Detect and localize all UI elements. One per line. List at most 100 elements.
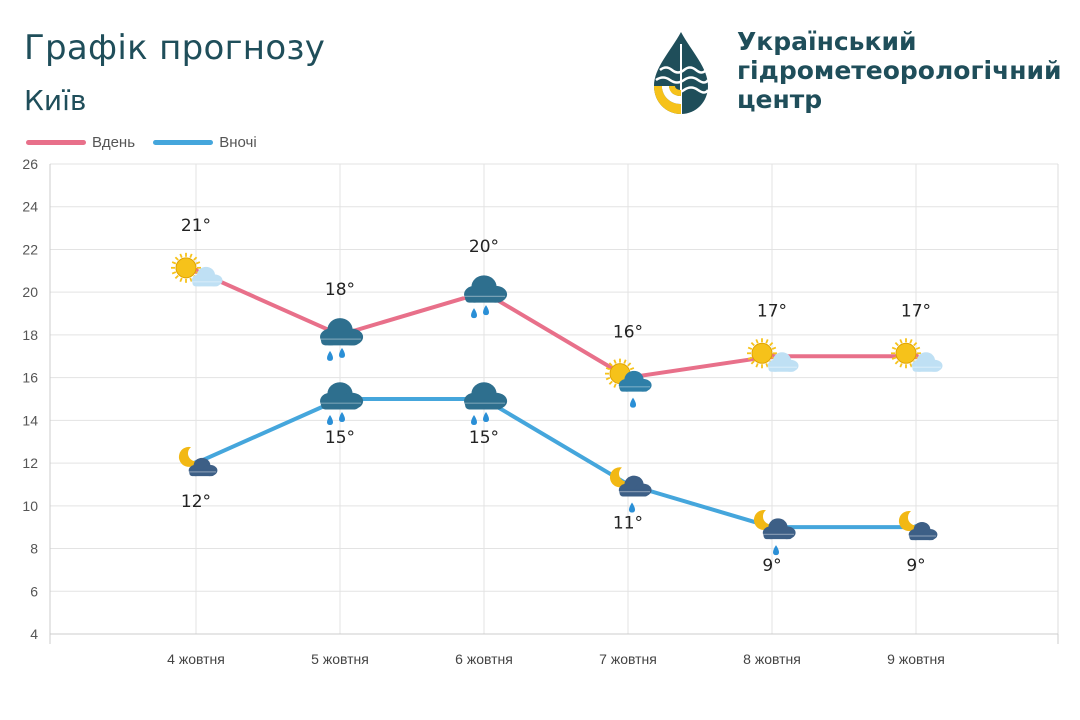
sun-cloud-icon bbox=[171, 252, 223, 287]
y-tick-label: 8 bbox=[30, 541, 38, 557]
y-tick-label: 26 bbox=[22, 156, 38, 172]
moon-crescent bbox=[753, 509, 773, 530]
rain-drop bbox=[773, 545, 779, 556]
y-tick-label: 6 bbox=[30, 583, 38, 599]
org-name-line1: Український bbox=[737, 27, 917, 56]
hydromet-drop-logo-icon bbox=[654, 32, 710, 114]
sun-ray bbox=[189, 277, 193, 283]
y-tick-label: 16 bbox=[22, 370, 38, 386]
sun-ray bbox=[179, 253, 183, 258]
data-label-day: 16° bbox=[613, 323, 643, 343]
sun-ray bbox=[894, 360, 899, 365]
cloud-base bbox=[619, 489, 649, 497]
x-tick-label: 4 жовтня bbox=[167, 651, 225, 667]
series-line-day bbox=[194, 268, 918, 380]
y-tick-label: 14 bbox=[22, 412, 38, 428]
moon-cloud-icon bbox=[898, 510, 938, 541]
sun-ray bbox=[605, 367, 611, 371]
sun-ray bbox=[747, 346, 753, 350]
sun-ray bbox=[174, 274, 179, 280]
data-label-night: 9° bbox=[762, 556, 781, 576]
data-label-day: 21° bbox=[181, 216, 211, 236]
sun-ray bbox=[179, 277, 183, 283]
data-label-night: 9° bbox=[906, 556, 925, 576]
rain-drop bbox=[630, 397, 636, 408]
cloud-rain-icon bbox=[319, 318, 364, 361]
rain-drop bbox=[471, 415, 477, 425]
rain-drop bbox=[471, 308, 477, 319]
sun-ray bbox=[623, 359, 627, 364]
y-tick-label: 20 bbox=[22, 284, 38, 300]
sun-ray bbox=[747, 356, 753, 360]
legend-label-night: Вночі bbox=[219, 134, 257, 151]
cloud-rain-icon bbox=[463, 275, 508, 319]
cloud-base bbox=[768, 365, 796, 372]
rain-drop bbox=[327, 415, 333, 425]
sun-ray bbox=[769, 342, 774, 347]
cloud-base bbox=[192, 279, 220, 287]
x-tick-label: 6 жовтня bbox=[455, 651, 513, 667]
x-tick-label: 9 жовтня bbox=[887, 651, 945, 667]
sun-ray bbox=[755, 339, 759, 344]
sun-ray bbox=[195, 261, 201, 265]
data-label-day: 17° bbox=[901, 301, 931, 321]
legend-swatch-night bbox=[153, 140, 214, 145]
sun-ray bbox=[891, 356, 897, 360]
series-line-night bbox=[194, 397, 918, 530]
sun-ray bbox=[605, 377, 611, 381]
y-tick-label: 22 bbox=[22, 241, 38, 257]
sun-disc bbox=[751, 342, 773, 364]
cloud-rain-icon bbox=[319, 382, 364, 425]
moon-crescent bbox=[898, 510, 918, 531]
sun-ray bbox=[750, 360, 755, 365]
sun-ray bbox=[909, 363, 913, 368]
data-label-night: 15° bbox=[325, 428, 355, 448]
moon-crescent bbox=[609, 467, 629, 488]
data-label-night: 12° bbox=[181, 492, 211, 512]
data-label-day: 20° bbox=[469, 237, 499, 257]
sun-ray bbox=[174, 256, 179, 261]
sun-ray bbox=[891, 346, 897, 350]
chart-title: Графік прогнозу bbox=[24, 28, 326, 68]
y-tick-label: 4 bbox=[30, 626, 38, 642]
moon-cloud-icon bbox=[178, 446, 218, 477]
data-label-day: 17° bbox=[757, 301, 787, 321]
sun-cloud-icon bbox=[747, 338, 799, 372]
sun-ray bbox=[899, 363, 903, 368]
y-tick-label: 18 bbox=[22, 327, 38, 343]
sun-ray bbox=[608, 380, 613, 385]
rain-drop bbox=[629, 502, 635, 513]
sun-ray bbox=[899, 339, 903, 344]
sun-ray bbox=[913, 342, 918, 347]
sun-ray bbox=[750, 342, 755, 347]
sun-ray bbox=[629, 367, 635, 371]
sun-ray bbox=[627, 362, 632, 367]
legend-swatch-day bbox=[26, 140, 86, 145]
sun-ray bbox=[755, 363, 759, 368]
cloud-base bbox=[909, 533, 935, 541]
rain-drop bbox=[483, 412, 489, 422]
sun-ray bbox=[171, 261, 177, 265]
sun-ray bbox=[909, 339, 913, 344]
legend-item-day[interactable]: Вдень bbox=[26, 134, 135, 151]
sun-ray bbox=[613, 359, 617, 364]
sun-ray bbox=[189, 253, 193, 258]
sun-disc bbox=[895, 342, 917, 364]
city-name: Київ bbox=[24, 84, 87, 117]
organization-name: Український гідрометеорологічний центр bbox=[737, 27, 1062, 114]
sun-ray bbox=[608, 362, 613, 367]
sun-ray bbox=[915, 346, 921, 350]
sun-disc bbox=[175, 257, 197, 279]
y-tick-label: 10 bbox=[22, 498, 38, 514]
x-tick-label: 5 жовтня bbox=[311, 651, 369, 667]
rain-drop bbox=[327, 350, 333, 361]
org-name-line2: гідрометеорологічний bbox=[737, 56, 1062, 85]
sun-cloud-icon bbox=[891, 338, 943, 372]
moon-cloud-rain-icon bbox=[753, 509, 796, 556]
cloud-base bbox=[763, 531, 793, 540]
sun-ray bbox=[765, 339, 769, 344]
cloud-rain-icon bbox=[463, 382, 508, 425]
cloud-base bbox=[912, 365, 940, 372]
legend-item-night[interactable]: Вночі bbox=[153, 134, 257, 151]
